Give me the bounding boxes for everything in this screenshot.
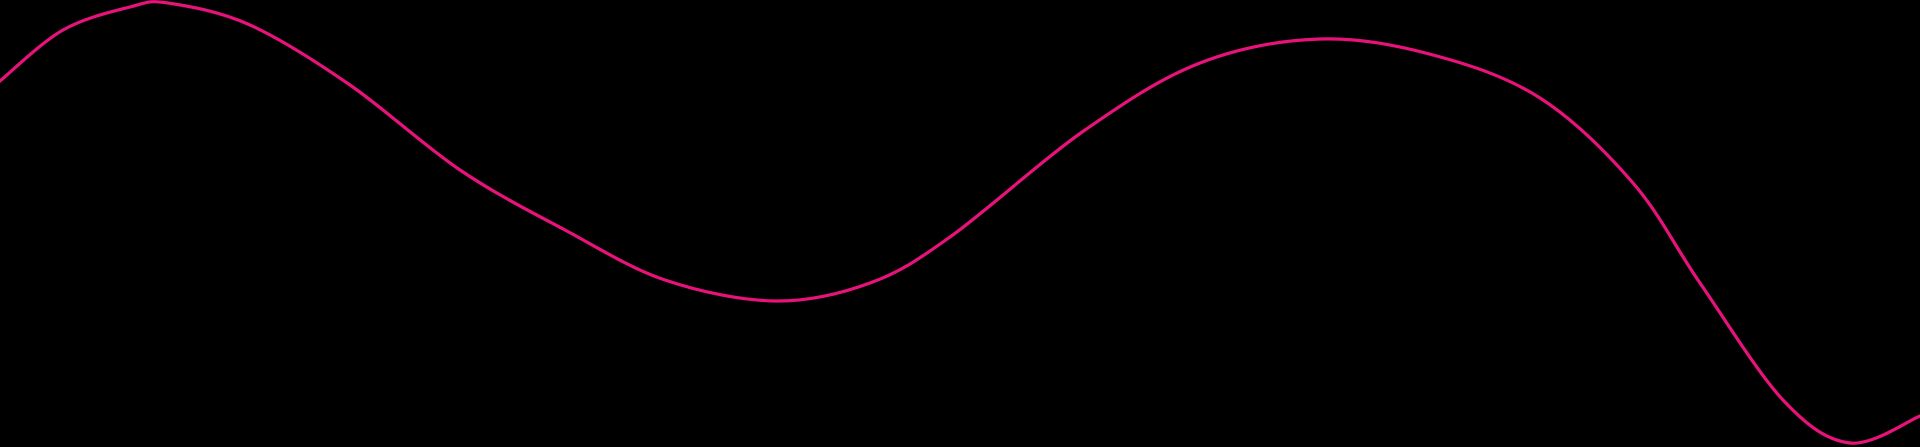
- canvas-background: [0, 0, 1920, 447]
- wave-svg: [0, 0, 1920, 447]
- curve-path: [0, 0, 1920, 445]
- curve-canvas: [0, 0, 1920, 447]
